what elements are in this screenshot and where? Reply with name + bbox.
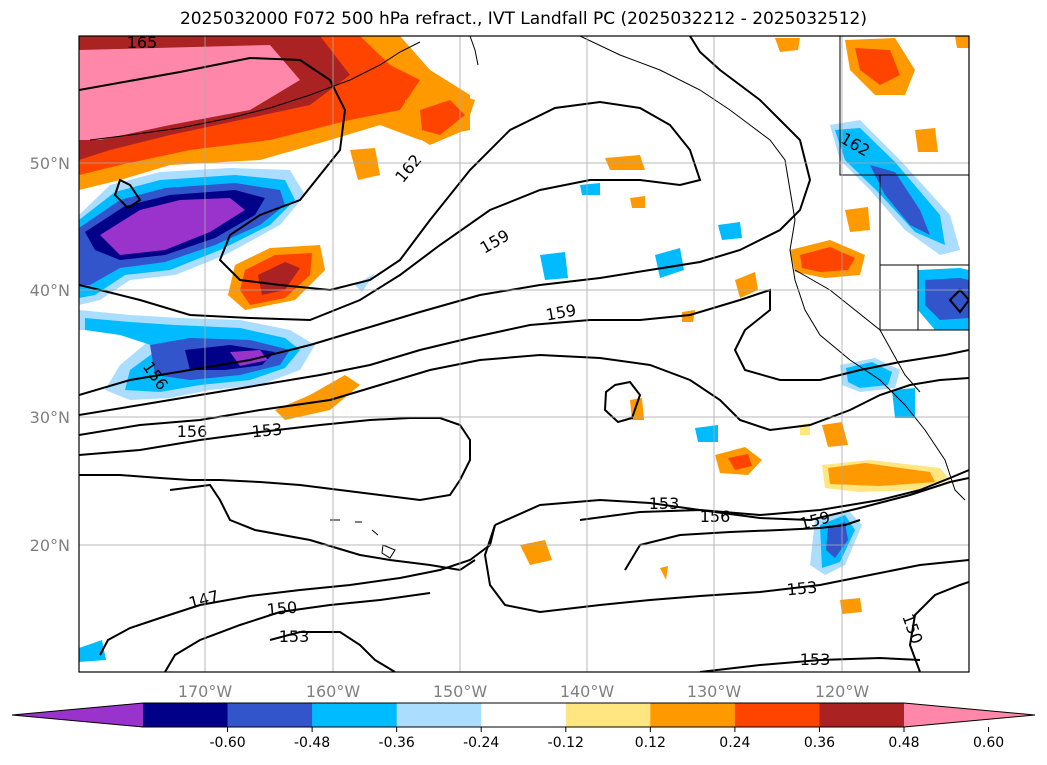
colorbar-extend-min bbox=[12, 703, 143, 727]
colorbar-segment bbox=[481, 703, 567, 727]
lon-label-120w: 120°W bbox=[815, 682, 870, 701]
map-content: 165 162 162 159 159 156 156 153 153 156 … bbox=[79, 33, 969, 672]
lat-label-20n: 20°N bbox=[30, 536, 70, 555]
colorbar-extend-max bbox=[904, 703, 1035, 727]
contour-label: 156 bbox=[700, 507, 731, 526]
colorbar-segment bbox=[227, 703, 313, 727]
colorbar-tick-label: 0.36 bbox=[804, 735, 835, 751]
contour-label: 153 bbox=[251, 420, 283, 442]
colorbar-tick-label: 0.12 bbox=[635, 735, 666, 751]
colorbar-tick-label: -0.48 bbox=[294, 735, 330, 751]
map-title: 2025032000 F072 500 hPa refract., IVT La… bbox=[179, 9, 867, 29]
longitude-labels: 170°W 160°W 150°W 140°W 130°W 120°W bbox=[178, 682, 870, 701]
contour-label: 153 bbox=[649, 494, 680, 513]
lat-label-40n: 40°N bbox=[30, 281, 70, 300]
colorbar-tick-label: -0.24 bbox=[463, 735, 499, 751]
latitude-labels: 50°N 40°N 30°N 20°N bbox=[30, 154, 70, 555]
colorbar-tick-label: -0.36 bbox=[379, 735, 415, 751]
lon-label-130w: 130°W bbox=[687, 682, 742, 701]
colorbar-tick-label: -0.12 bbox=[548, 735, 584, 751]
positive-shading bbox=[79, 36, 969, 614]
lat-label-50n: 50°N bbox=[30, 154, 70, 173]
lon-label-160w: 160°W bbox=[306, 682, 361, 701]
coastlines bbox=[89, 36, 969, 559]
lon-label-170w: 170°W bbox=[178, 682, 233, 701]
colorbar-tick-label: 0.24 bbox=[719, 735, 750, 751]
colorbar: -0.60 -0.48 -0.36 -0.24 -0.12 0.12 0.24 0.36 0.4… bbox=[11, 702, 1036, 751]
lon-label-140w: 140°W bbox=[560, 682, 615, 701]
contour-label: 153 bbox=[786, 578, 818, 600]
contour-label: 150 bbox=[266, 598, 298, 620]
contour-label: 165 bbox=[127, 33, 158, 52]
colorbar-segment bbox=[143, 703, 229, 727]
colorbar-tick-label: 0.48 bbox=[888, 735, 919, 751]
colorbar-tick-label: -0.60 bbox=[209, 735, 245, 751]
contour-lines bbox=[79, 36, 969, 672]
colorbar-segment bbox=[734, 703, 820, 727]
colorbar-outline bbox=[11, 702, 1036, 728]
gridlines bbox=[79, 36, 969, 672]
contour-label: 156 bbox=[177, 422, 208, 441]
colorbar-segment bbox=[396, 703, 482, 727]
colorbar-segment bbox=[312, 703, 398, 727]
colorbar-segment bbox=[565, 703, 651, 727]
map-frame bbox=[78, 35, 970, 673]
contour-label: 153 bbox=[800, 650, 831, 669]
colorbar-tick-label: 0.60 bbox=[973, 735, 1004, 751]
lon-label-150w: 150°W bbox=[433, 682, 488, 701]
colorbar-segment bbox=[819, 703, 905, 727]
colorbar-segment bbox=[650, 703, 736, 727]
contour-label: 153 bbox=[279, 627, 310, 646]
lat-label-30n: 30°N bbox=[30, 408, 70, 427]
